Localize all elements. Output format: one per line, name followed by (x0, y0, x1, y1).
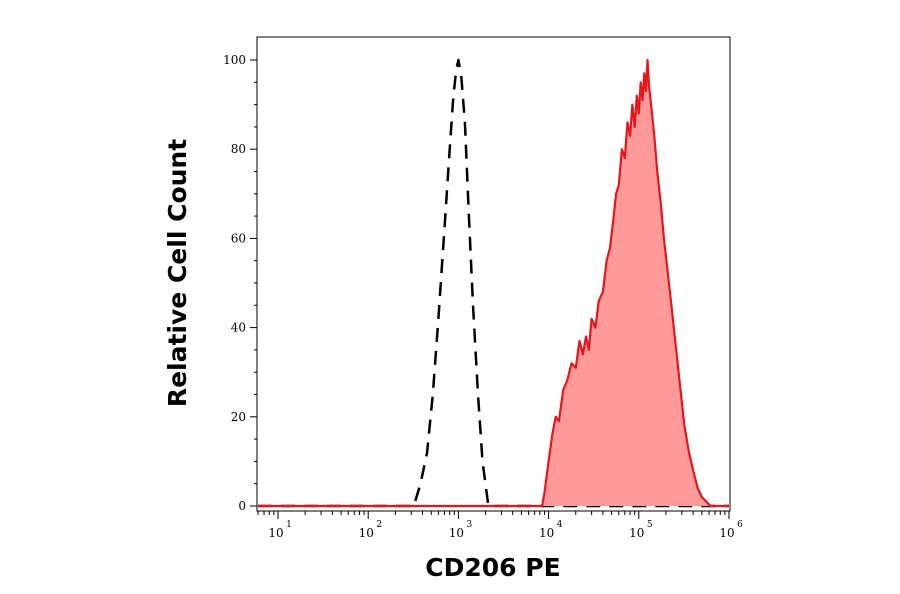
x-tick-label: 10 (629, 526, 644, 540)
y-tick-label: 80 (231, 142, 246, 156)
y-tick-label: 0 (238, 499, 246, 513)
x-axis-title: CD206 PE (425, 553, 560, 582)
x-tick-label: 10 (268, 526, 283, 540)
x-tick-exponent: 2 (376, 520, 382, 530)
y-tick-label: 40 (231, 321, 246, 335)
y-axis: 0 20 40 60 80 100 (223, 53, 257, 513)
x-tick-exponent: 1 (286, 520, 292, 530)
series-2-line (258, 58, 729, 508)
series-2-fill (258, 60, 729, 506)
y-tick-label: 20 (231, 410, 246, 424)
plot-frame (256, 36, 731, 512)
x-tick-label: 10 (719, 526, 734, 540)
y-tick-label: 100 (223, 53, 246, 67)
y-axis-title: Relative Cell Count (163, 139, 192, 407)
x-tick-exponent: 5 (647, 520, 653, 530)
x-tick-label: 10 (449, 526, 464, 540)
x-tick-exponent: 3 (467, 520, 473, 530)
x-tick-label: 10 (359, 526, 374, 540)
x-tick-exponent: 4 (557, 520, 563, 530)
plot-series (258, 58, 729, 508)
x-tick-label: 10 (539, 526, 554, 540)
series-1-line (258, 58, 729, 508)
y-tick-label: 60 (231, 231, 246, 245)
x-tick-exponent: 6 (737, 520, 743, 530)
